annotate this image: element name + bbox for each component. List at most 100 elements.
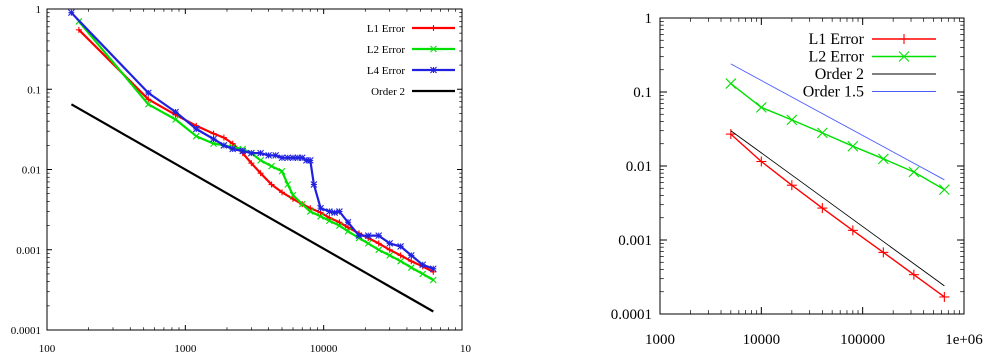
left-data-point — [210, 130, 217, 137]
left-data-point — [278, 167, 286, 175]
right-legend-label: L2 Error — [808, 49, 864, 66]
left-data-point-stroke — [397, 243, 405, 250]
right-legend-marker — [899, 34, 909, 44]
left-data-point-stroke — [172, 116, 179, 123]
left-data-point-stroke — [407, 252, 415, 259]
left-data-point — [326, 208, 333, 215]
left-data-point — [257, 149, 264, 157]
left-legend-label: L2 Error — [367, 44, 406, 56]
left-data-point — [279, 189, 286, 196]
left-data-point-stroke — [306, 156, 314, 164]
left-x-tick-label: 100 — [39, 343, 56, 355]
left-y-tick-label: 1 — [36, 4, 42, 16]
right-x-tick-label: 10000 — [743, 332, 781, 348]
left-legend-label: L1 Error — [367, 23, 406, 35]
right-data-point — [755, 101, 767, 113]
right-y-tick-label: 0.001 — [618, 233, 652, 249]
left-legend-marker — [430, 66, 437, 74]
right-legend-label: Order 1.5 — [803, 84, 864, 101]
left-legend-marker-stroke — [430, 66, 437, 74]
left-data-point-stroke — [375, 232, 383, 240]
left-data-point — [229, 140, 236, 147]
right-x-tick-label: 100000 — [840, 332, 885, 348]
right-data-point — [939, 291, 950, 302]
left-data-point — [298, 200, 306, 208]
left-data-point-stroke — [419, 270, 427, 278]
left-data-point — [306, 208, 314, 215]
left-data-point-stroke — [220, 141, 228, 149]
left-data-point-stroke — [289, 154, 297, 162]
left-data-point — [284, 154, 292, 162]
left-data-point — [429, 265, 437, 273]
right-data-point-stroke — [755, 101, 767, 113]
left-series-line — [70, 103, 434, 313]
left-data-point — [429, 276, 437, 284]
right-legend-label: Order 2 — [815, 66, 864, 83]
left-data-point-stroke — [429, 276, 437, 284]
right-y-tick-label: 0.1 — [633, 85, 652, 101]
right-series-line — [730, 63, 945, 181]
left-data-point — [192, 132, 200, 140]
left-data-point-stroke — [375, 246, 383, 254]
left-data-point-stroke — [344, 218, 352, 226]
left-data-point — [345, 224, 352, 231]
left-data-point — [144, 100, 152, 108]
left-data-point-stroke — [192, 125, 200, 133]
right-series-line — [730, 133, 945, 298]
left-data-point — [289, 195, 296, 202]
right-data-point-stroke — [847, 140, 859, 152]
right-legend-marker — [898, 51, 910, 62]
left-data-point-stroke — [284, 181, 292, 188]
left-data-point — [326, 217, 333, 225]
left-data-point — [247, 149, 255, 157]
right-data-point — [908, 269, 919, 280]
left-legend-marker — [430, 25, 437, 31]
left-data-point — [336, 219, 343, 226]
left-data-point — [344, 218, 352, 226]
left-data-point-stroke — [317, 213, 324, 220]
left-data-point-stroke — [364, 240, 372, 247]
right-data-point — [938, 184, 950, 195]
left-data-point — [408, 258, 415, 265]
right-series-l1-error — [725, 129, 950, 302]
left-data-point-stroke — [355, 232, 363, 240]
left-data-point-stroke — [336, 208, 343, 215]
left-data-point — [172, 116, 179, 123]
left-data-point — [364, 232, 372, 240]
right-series-l2-error — [725, 78, 950, 195]
left-data-point — [355, 232, 363, 240]
left-series-l4-error — [67, 9, 437, 273]
left-data-point — [375, 232, 383, 240]
right-data-point-stroke — [816, 127, 828, 139]
left-data-point-stroke — [144, 100, 152, 108]
right-series-order-1-5 — [730, 63, 945, 181]
right-data-point — [847, 140, 859, 152]
left-data-point — [419, 270, 427, 278]
right-data-point-stroke — [725, 78, 737, 89]
right-data-point — [786, 180, 797, 191]
right-series-line — [730, 130, 945, 287]
left-data-point — [220, 141, 228, 149]
left-series-l2-error — [75, 18, 437, 284]
left-data-point — [75, 26, 82, 33]
left-data-point-stroke — [397, 257, 405, 265]
left-data-point-stroke — [317, 204, 324, 212]
left-data-point-stroke — [265, 151, 273, 159]
left-data-point — [248, 160, 255, 167]
left-legend-marker-stroke — [430, 45, 437, 53]
left-data-point — [386, 240, 394, 247]
left-data-point — [375, 240, 382, 247]
left-data-point — [144, 89, 152, 97]
left-data-point — [289, 191, 297, 199]
left-data-point — [284, 181, 292, 188]
right-legend-label: L1 Error — [808, 31, 864, 48]
left-data-point — [407, 252, 415, 259]
left-data-point — [67, 9, 75, 17]
left-data-point — [344, 227, 352, 235]
right-data-point — [908, 166, 920, 178]
left-data-point — [419, 261, 427, 269]
left-data-point-stroke — [298, 154, 306, 162]
left-data-point — [210, 135, 217, 143]
left-data-point — [336, 222, 343, 229]
right-data-point — [816, 127, 828, 139]
